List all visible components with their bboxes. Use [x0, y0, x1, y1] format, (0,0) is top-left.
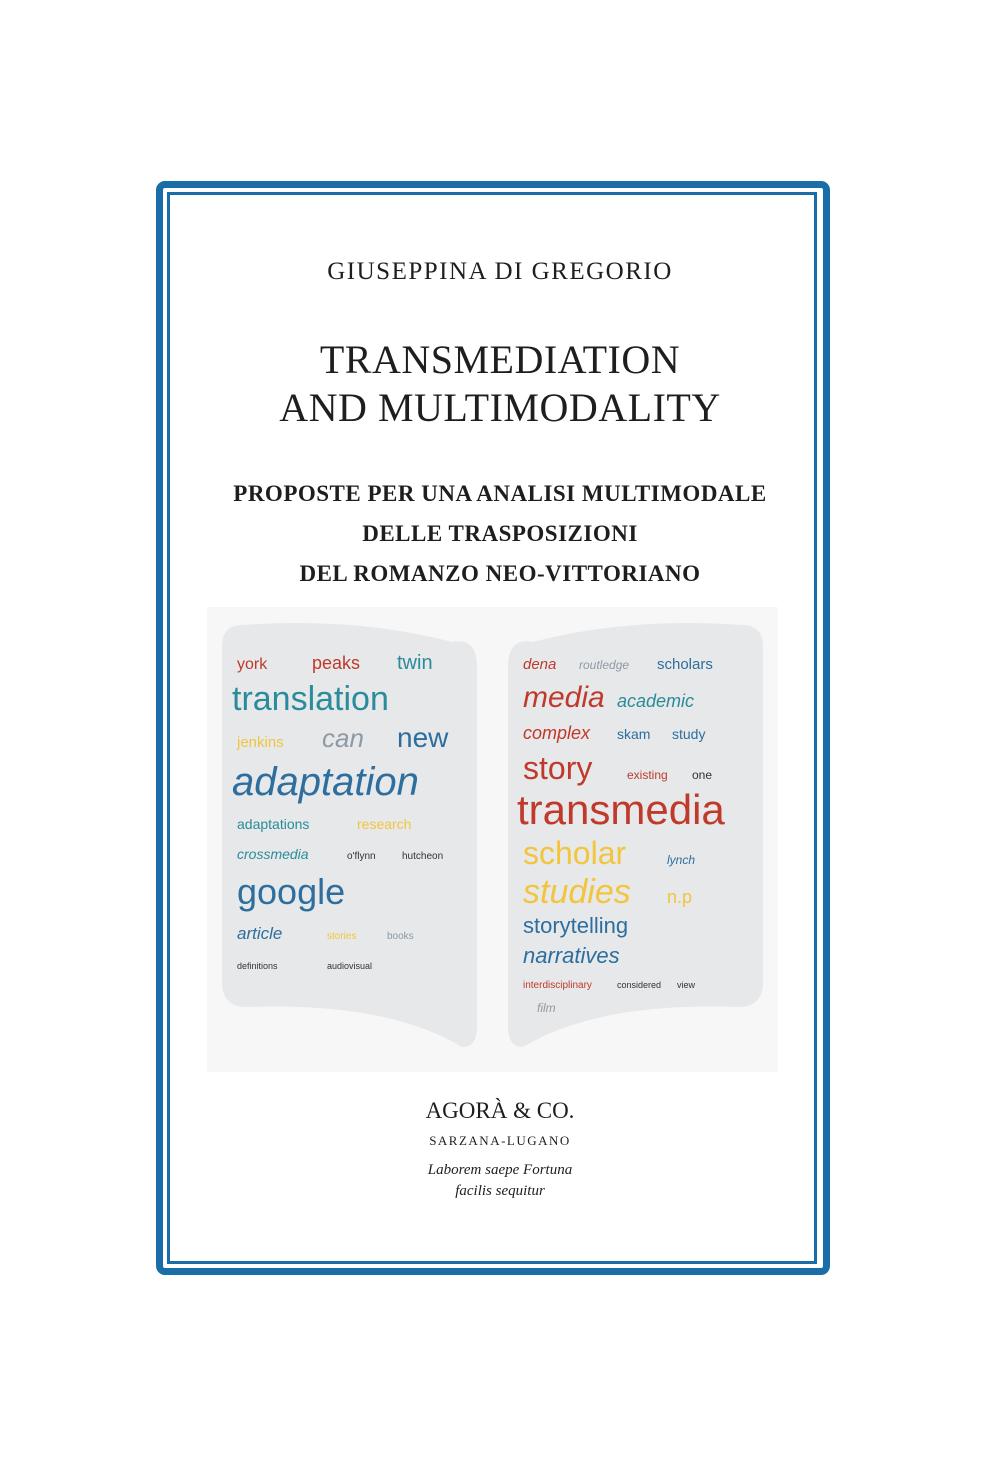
- cloud-word: skam: [617, 726, 650, 742]
- book-subtitle: PROPOSTE PER UNA ANALISI MULTIMODALE DEL…: [0, 474, 1000, 594]
- subtitle-line: DEL ROMANZO NEO-VITTORIANO: [299, 561, 701, 586]
- cloud-word: jenkins: [236, 734, 284, 751]
- cloud-word: studies: [523, 873, 631, 911]
- cloud-word: media: [523, 681, 605, 714]
- cloud-word: adaptations: [237, 816, 309, 832]
- cloud-word: research: [357, 816, 411, 832]
- cloud-word: crossmedia: [237, 846, 309, 862]
- cloud-word: books: [387, 931, 414, 942]
- motto-line: Laborem saepe Fortuna: [427, 1162, 573, 1178]
- title-line: AND MULTIMODALITY: [279, 385, 721, 430]
- motto-line: facilis sequitur: [455, 1183, 545, 1199]
- cloud-word: hutcheon: [402, 851, 443, 862]
- cloud-word: scholars: [657, 656, 713, 673]
- right-page-shape: [508, 623, 763, 1047]
- cloud-word: existing: [627, 768, 668, 782]
- cloud-word: routledge: [579, 658, 629, 672]
- cloud-word: n.p: [667, 887, 692, 907]
- left-page-shape: [222, 623, 477, 1047]
- left-word-cloud: york peaks twin translation jenkins can …: [232, 652, 449, 971]
- cloud-word: one: [692, 768, 712, 782]
- cloud-word: view: [677, 980, 696, 990]
- author-name: GIUSEPPINA DI GREGORIO: [327, 258, 673, 285]
- cloud-word: new: [397, 722, 449, 753]
- publisher-motto: Laborem saepe Fortuna facilis sequitur: [0, 1160, 1000, 1202]
- cloud-word: storytelling: [523, 913, 628, 938]
- cloud-word: lynch: [667, 853, 695, 867]
- book-title: TRANSMEDIATION AND MULTIMODALITY: [0, 336, 1000, 432]
- cloud-word: article: [237, 924, 282, 943]
- cloud-word: transmedia: [517, 786, 725, 833]
- cloud-word: o'flynn: [347, 851, 376, 862]
- subtitle-line: PROPOSTE PER UNA ANALISI MULTIMODALE: [233, 481, 767, 506]
- cloud-word: audiovisual: [327, 961, 372, 971]
- cover-outer-frame: [156, 181, 830, 1275]
- cloud-word: can: [322, 723, 364, 753]
- cloud-word: interdisciplinary: [523, 980, 592, 991]
- cloud-word: scholar: [523, 835, 627, 871]
- cover-inner-frame: [167, 192, 817, 1264]
- cloud-word: google: [237, 871, 345, 912]
- cloud-word: twin: [397, 652, 433, 674]
- cloud-word: definitions: [237, 961, 278, 971]
- cloud-word: considered: [617, 980, 661, 990]
- cloud-word: dena: [523, 656, 556, 673]
- cloud-word: york: [237, 656, 268, 673]
- publisher-name: AGORÀ & CO.: [425, 1098, 575, 1123]
- cloud-word: narratives: [523, 943, 620, 968]
- cloud-word: study: [672, 726, 705, 742]
- cloud-word: complex: [523, 723, 591, 743]
- cloud-word: film: [537, 1001, 556, 1015]
- cloud-word: translation: [232, 680, 389, 718]
- right-word-cloud: dena routledge scholars media academic c…: [517, 656, 725, 1015]
- title-line: TRANSMEDIATION: [319, 337, 681, 382]
- cloud-word: peaks: [312, 653, 360, 673]
- subtitle-line: DELLE TRASPOSIZIONI: [362, 521, 638, 546]
- cloud-word: academic: [617, 691, 694, 711]
- cloud-word: stories: [327, 931, 356, 942]
- publisher-place: SARZANA-LUGANO: [429, 1133, 571, 1148]
- cloud-word: adaptation: [232, 760, 419, 804]
- word-cloud-book-image: york peaks twin translation jenkins can …: [207, 607, 778, 1072]
- cloud-word: story: [523, 750, 592, 786]
